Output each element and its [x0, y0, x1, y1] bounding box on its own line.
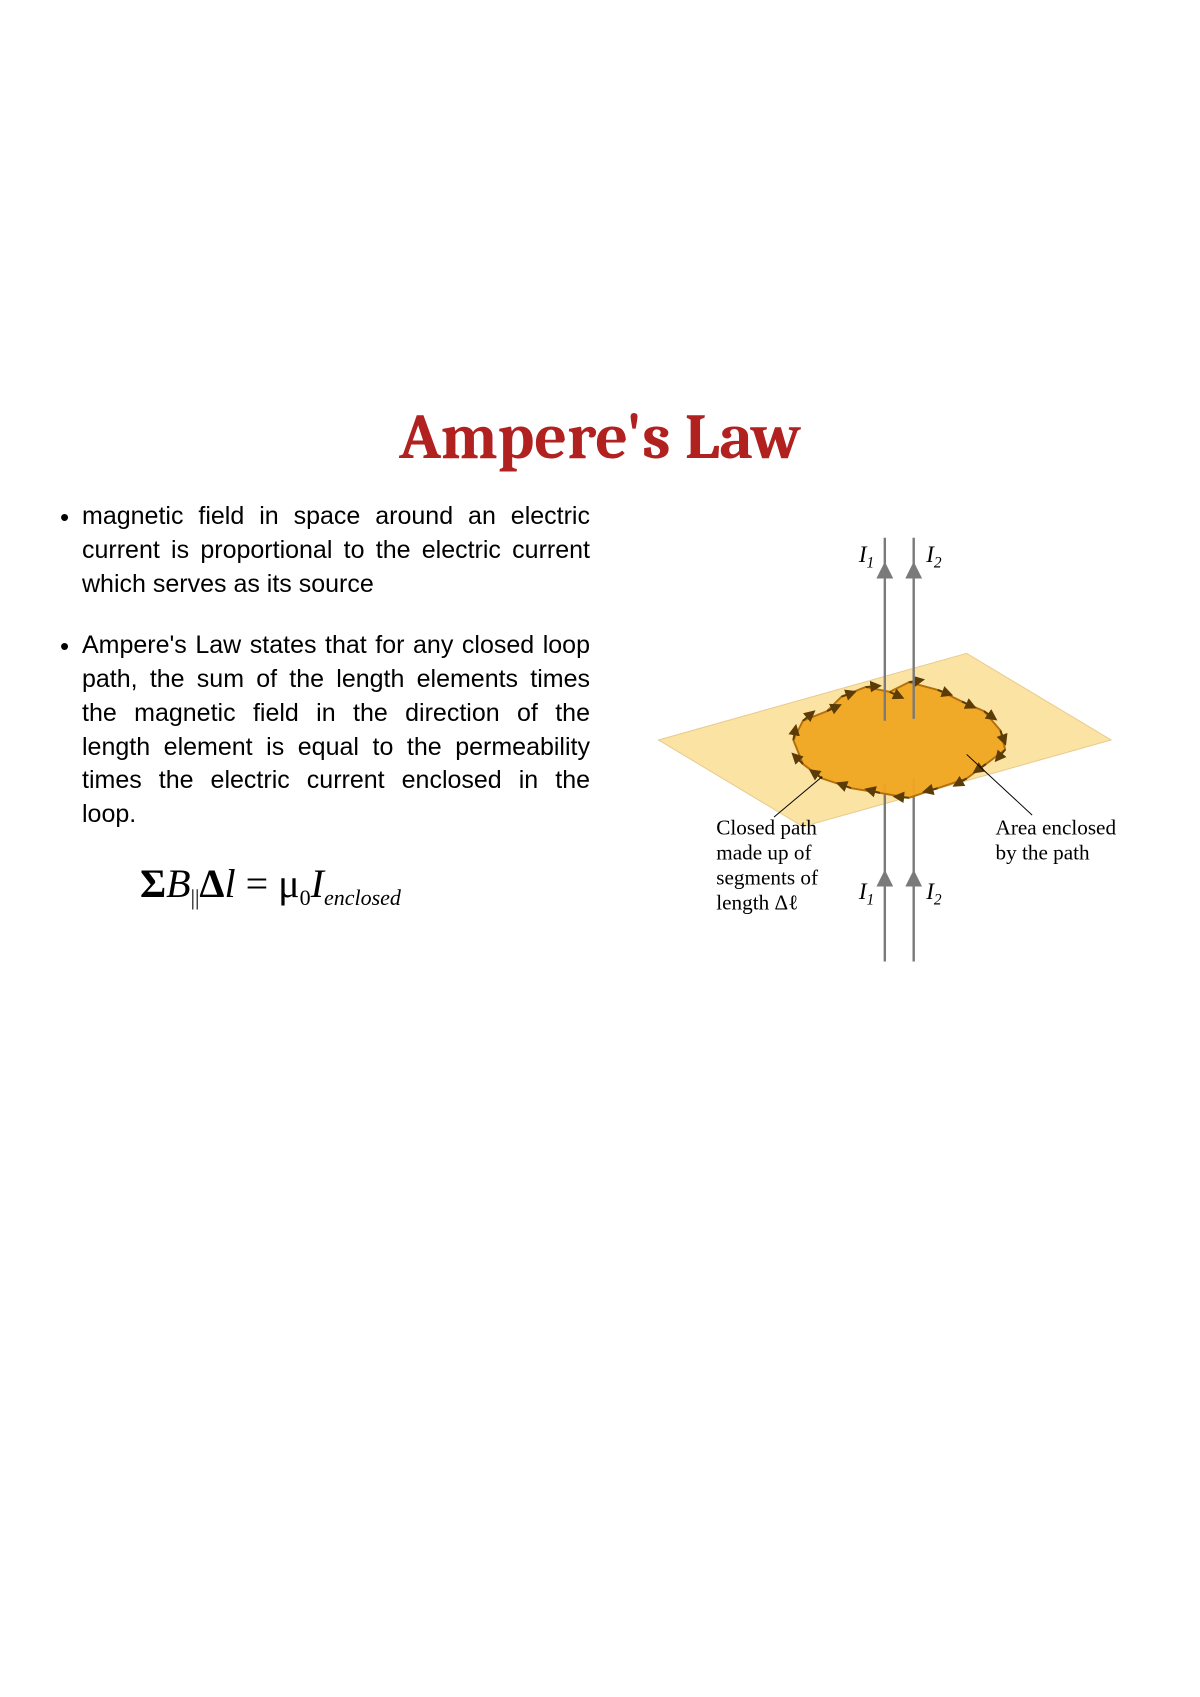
- text-column: magnetic field in space around an electr…: [60, 500, 590, 975]
- sub-enclosed: enclosed: [324, 885, 401, 910]
- svg-text:I1: I1: [858, 878, 874, 909]
- bullet-list: magnetic field in space around an electr…: [60, 500, 590, 832]
- list-item: Ampere's Law states that for any closed …: [60, 629, 590, 832]
- equals-sign: =: [236, 861, 279, 906]
- content-area: magnetic field in space around an electr…: [60, 500, 1140, 975]
- svg-text:Area enclosed: Area enclosed: [996, 815, 1117, 839]
- svg-text:segments of: segments of: [716, 865, 819, 889]
- svg-text:I1: I1: [858, 541, 874, 572]
- svg-text:length Δℓ: length Δℓ: [716, 890, 798, 914]
- svg-text:by the path: by the path: [996, 840, 1090, 864]
- svg-text:I2: I2: [925, 541, 942, 572]
- amperes-law-figure: I1 I2 I1 I2 Closed pathmade up ofsegments of…: [620, 510, 1140, 970]
- var-I: I: [311, 861, 324, 906]
- var-B: B: [166, 861, 190, 906]
- svg-text:made up of: made up of: [716, 840, 812, 864]
- sigma-symbol: Σ: [140, 861, 166, 906]
- svg-text:I2: I2: [925, 878, 942, 909]
- var-l: l: [224, 861, 235, 906]
- sub-zero: 0: [300, 885, 311, 910]
- equation: ΣB||Δl = μ0Ienclosed: [140, 860, 590, 911]
- list-item: magnetic field in space around an electr…: [60, 500, 590, 601]
- svg-text:Closed path: Closed path: [716, 815, 817, 839]
- delta-symbol: Δ: [199, 861, 224, 906]
- mu-symbol: μ: [278, 861, 299, 906]
- figure-column: I1 I2 I1 I2 Closed pathmade up ofsegments of…: [620, 500, 1140, 975]
- page-title: Ampere's Law: [0, 400, 1200, 474]
